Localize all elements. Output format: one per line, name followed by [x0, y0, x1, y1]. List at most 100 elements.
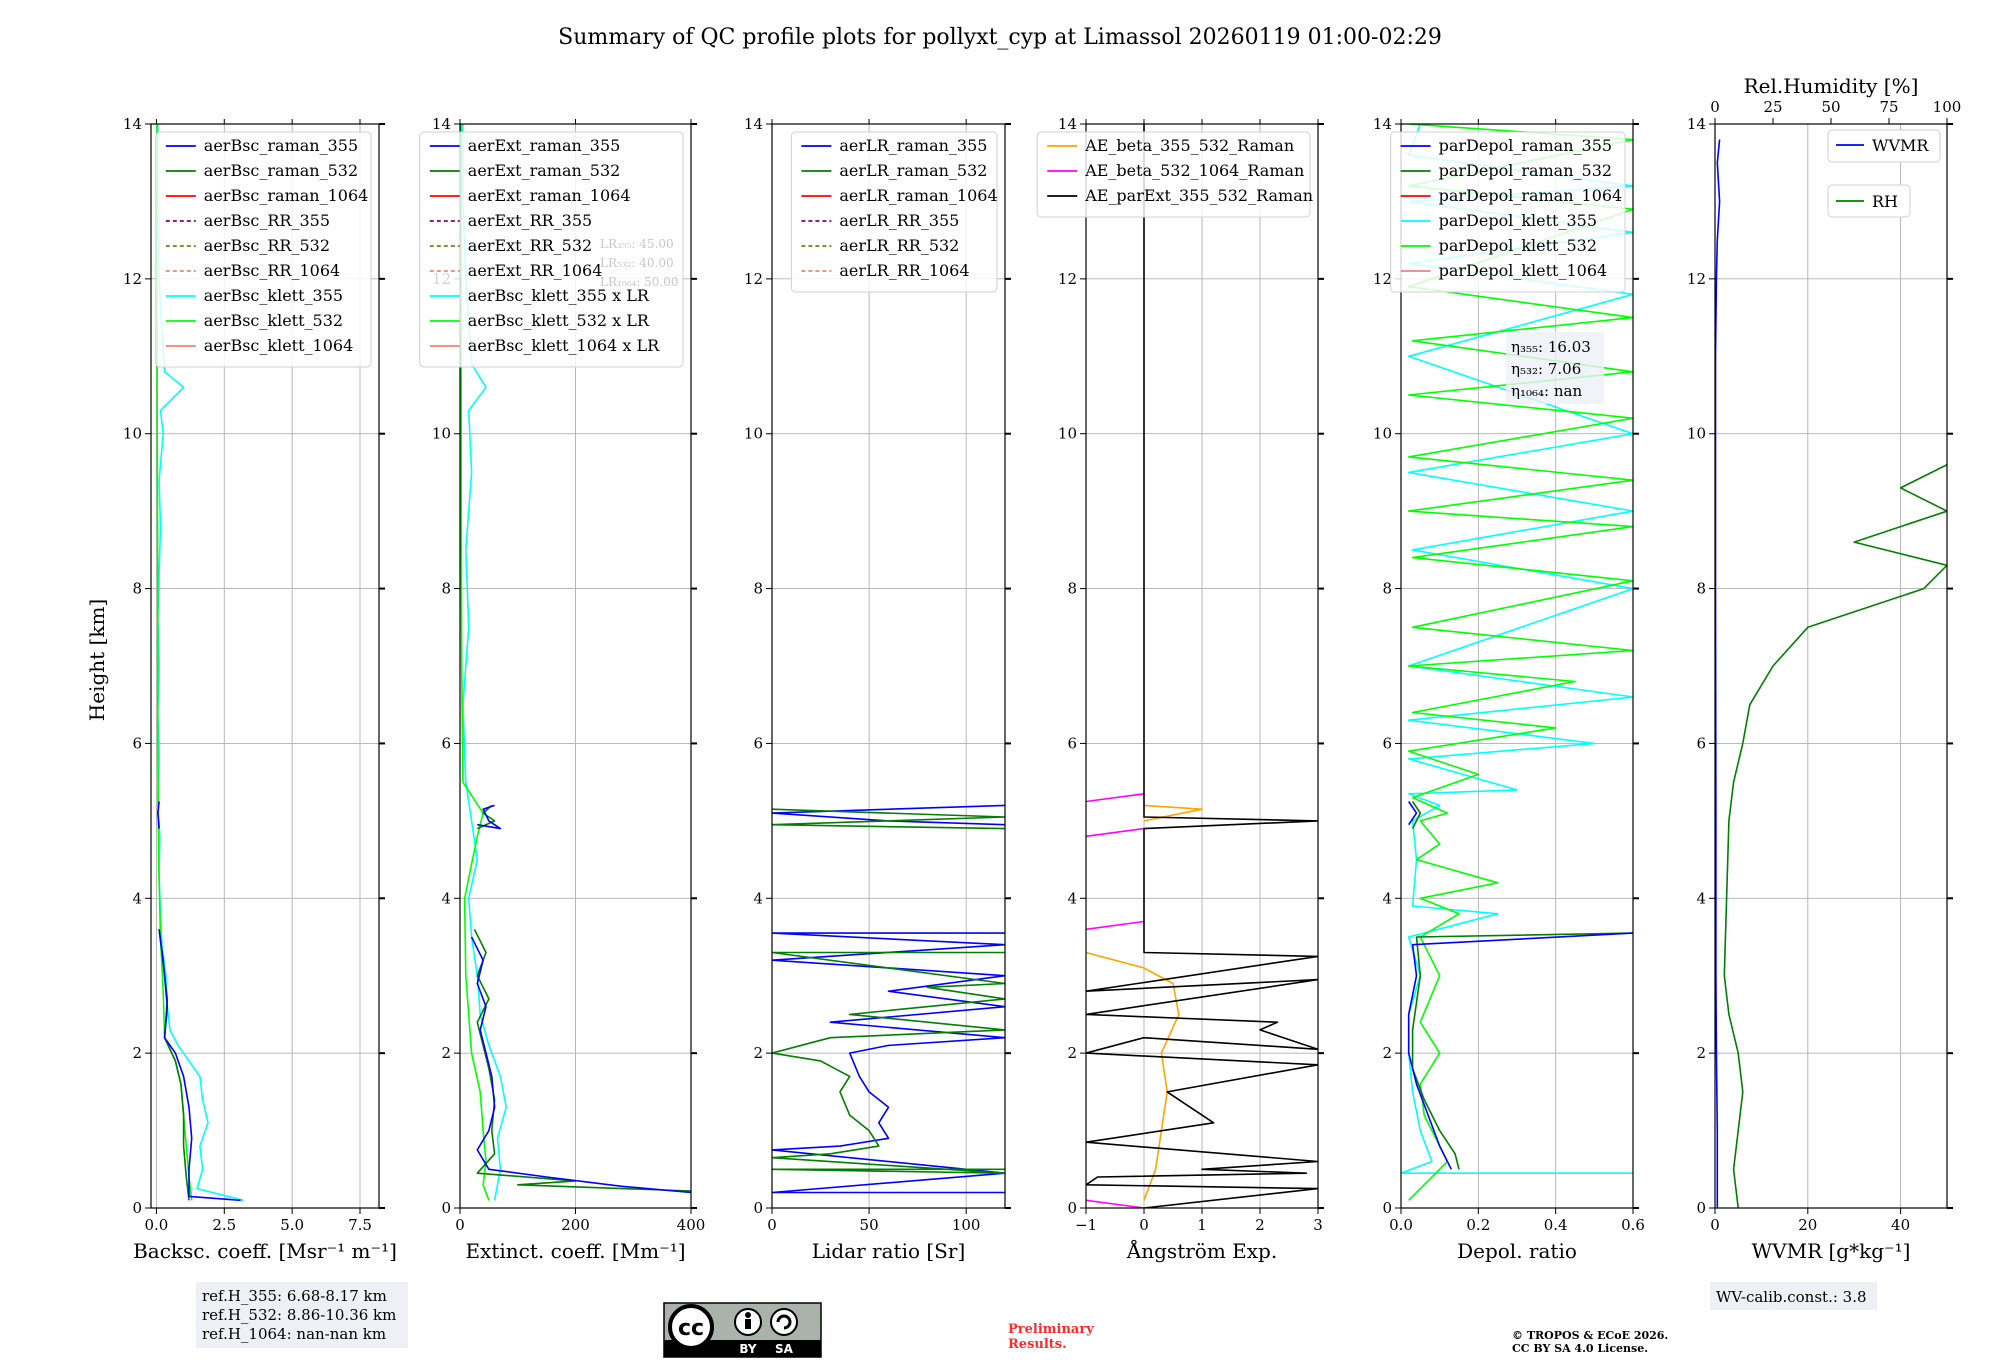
panel-ext: 020040002468101214Extinct. coeff. [Mm⁻¹]…: [419, 115, 706, 1263]
series-ae-beta-532-1064-raman-c: [1086, 827, 1145, 838]
panel-bsc: 0.0 2.5 5.0 7.5 0 2 4 6 8 10 12 14 Backsc. coeff. [M…: [123, 115, 397, 1263]
legend-box-depol: [1390, 131, 1626, 293]
legend-label-ext-0: aerExt_raman_355: [468, 136, 621, 155]
ref-height-532: ref.H_532: 8.86-10.36 km: [202, 1306, 396, 1324]
preliminary-label-2: Results.: [1008, 1337, 1067, 1352]
x-tick-label-ae-3: 2: [1255, 1216, 1265, 1234]
y-tick-label-ext-2: 4: [441, 889, 451, 907]
y-tick-label-bsc-3: 6: [132, 734, 142, 752]
y-tick-label-ae-6: 12: [1058, 270, 1077, 288]
y-tick-label-ae-2: 4: [1067, 889, 1077, 907]
ref-height-1064: ref.H_1064: nan-nan km: [202, 1325, 386, 1343]
y-tick-label-depol-6: 12: [1373, 270, 1392, 288]
x-tick-label-ae-1: 0: [1139, 1216, 1149, 1234]
legend-lr: aerLR_raman_355 aerLR_raman_532 aerLR_rama…: [790, 131, 998, 293]
x-tick-label-ext-0: 0: [455, 1216, 465, 1234]
legend-box-wvmr: [1827, 129, 1941, 163]
y-tick-label-lr-3: 6: [753, 734, 763, 752]
x-tick-label-lr-1: 50: [860, 1216, 879, 1234]
x-axis-label-lr: Lidar ratio [Sr]: [812, 1239, 966, 1263]
axes-frame-bsc: [150, 123, 380, 1209]
series-ae-beta-532-1064-raman: [1086, 1199, 1145, 1208]
y-tick-label-ae-1: 2: [1067, 1044, 1077, 1062]
y-tick-label-wv-7: 14: [1687, 115, 1706, 133]
legend-label-ext-3: aerExt_RR_355: [468, 211, 592, 230]
legend-label-depol-1: parDepol_raman_532: [1439, 161, 1612, 180]
series-aerbsc-raman-355: [158, 929, 241, 1202]
x-tick-label-depol-0: 0.0: [1389, 1216, 1413, 1234]
series-aerlr-raman-355: [772, 932, 1005, 1194]
y-tick-label-ae-0: 0: [1067, 1199, 1077, 1217]
legend-label-ext-2: aerExt_raman_1064: [468, 186, 631, 205]
y-tick-label-wv-2: 4: [1696, 889, 1706, 907]
x2-tick-label-2: 50: [1821, 98, 1840, 116]
wv-calib-constant: WV-calib.const.: 3.8: [1716, 1288, 1867, 1306]
x-tick-label-wv-2: 40: [1891, 1216, 1910, 1234]
x-axis-label-ext: Extinct. coeff. [Mm⁻¹]: [465, 1239, 685, 1263]
y-tick-label-lr-6: 12: [744, 270, 763, 288]
cc-icon-text: cc: [678, 1316, 704, 1341]
x-tick-label-ae-4: 3: [1313, 1216, 1323, 1234]
series-group-wv: [1715, 139, 1947, 1208]
series-pardepol-raman-355-upper: [1408, 801, 1418, 826]
x-tick-label-wv-1: 20: [1798, 1216, 1817, 1234]
panel-lr: 0 50 100 0 2 4 6 8 10 12 14 Lidar ratio [Sr] aerLR_r…: [744, 115, 1011, 1263]
legend-label-bsc-1: aerBsc_raman_532: [204, 161, 358, 180]
x2-tick-label-0: 0: [1710, 98, 1720, 116]
x-tick-label-depol-2: 0.4: [1544, 1216, 1568, 1234]
x-tick-label-bsc-1: 2.5: [212, 1216, 236, 1234]
axes-frame-depol: [1400, 123, 1634, 1209]
y-tick-label-bsc-7: 14: [123, 115, 142, 133]
x-tick-label-ext-2: 400: [677, 1216, 706, 1234]
y-tick-label-bsc-0: 0: [132, 1199, 142, 1217]
cc-by-label: BY: [739, 1342, 756, 1356]
y-tick-label-ext-5: 10: [432, 425, 451, 443]
x-axis-label-bsc: Backsc. coeff. [Msr⁻¹ m⁻¹]: [133, 1239, 397, 1263]
legend-label-wvmr: WVMR: [1872, 136, 1929, 155]
legend-label-bsc-0: aerBsc_raman_355: [204, 136, 358, 155]
y-tick-label-bsc-2: 4: [132, 889, 142, 907]
legend-label-bsc-7: aerBsc_klett_532: [204, 311, 343, 330]
panel-depol: 0.0 0.2 0.4 0.6 0 2 4 6 8 10 12 14 Depol. ratio parDe…: [1373, 115, 1645, 1263]
calib-box: [1710, 1282, 1877, 1310]
series-pardepol-raman-355: [1407, 932, 1633, 1170]
y-tick-label-ae-5: 10: [1058, 425, 1077, 443]
series-rh: [1723, 463, 1947, 1208]
y-tick-label-lr-7: 14: [744, 115, 763, 133]
legend-label-bsc-6: aerBsc_klett_355: [204, 286, 343, 305]
legend-label-ext-4: aerExt_RR_532: [468, 236, 592, 255]
y-tick-label-ext-4: 8: [441, 580, 451, 598]
y-tick-label-depol-4: 8: [1382, 580, 1392, 598]
y-tick-label-depol-3: 6: [1382, 734, 1392, 752]
series-ae-parext-355-532-raman: [1086, 124, 1318, 1208]
copyright-line-1: © TROPOS & ECoE 2026.: [1512, 1329, 1668, 1342]
legend-box-ext: [419, 131, 684, 368]
x-tick-label-lr-2: 100: [952, 1216, 981, 1234]
series-group-bsc: [156, 124, 244, 1202]
eta-value-2: η₁₀₆₄: nan: [1511, 382, 1582, 400]
series-group-ae: [1086, 124, 1318, 1208]
y-tick-label-ext-0: 0: [441, 1199, 451, 1217]
y-tick-label-lr-4: 8: [753, 580, 763, 598]
series-group-ext: [460, 124, 691, 1201]
legend-label-lr-3: aerLR_RR_355: [839, 211, 959, 230]
legend-label-ext-5: aerExt_RR_1064: [468, 261, 603, 280]
lr-note-2: LR₁₀₆₄: 50.00: [600, 275, 678, 289]
x-tick-label-ext-1: 200: [561, 1216, 590, 1234]
y-tick-label-ae-3: 6: [1067, 734, 1077, 752]
y-tick-label-depol-1: 2: [1382, 1044, 1392, 1062]
series-aerbsc-raman-355-upper: [157, 801, 160, 829]
legend-ext: aerExt_raman_355 aerExt_raman_532 aerExt_r…: [419, 131, 684, 368]
legend-label-ext-1: aerExt_raman_532: [468, 161, 621, 180]
y-tick-label-wv-4: 8: [1696, 580, 1706, 598]
y-tick-label-lr-5: 10: [744, 425, 763, 443]
legend-label-depol-5: parDepol_klett_1064: [1439, 261, 1608, 280]
legend-label-depol-3: parDepol_klett_355: [1439, 211, 1597, 230]
series-aerext-raman-355: [470, 936, 691, 1194]
legend-label-ext-6: aerBsc_klett_355 x LR: [468, 286, 650, 305]
y-tick-label-bsc-1: 2: [132, 1044, 142, 1062]
series-aerext-raman-355-upper: [477, 804, 502, 830]
series-group-lr: [772, 804, 1005, 1194]
figure-title: Summary of QC profile plots for pollyxt_…: [558, 25, 1442, 50]
y-tick-label-ext-7: 14: [432, 115, 451, 133]
